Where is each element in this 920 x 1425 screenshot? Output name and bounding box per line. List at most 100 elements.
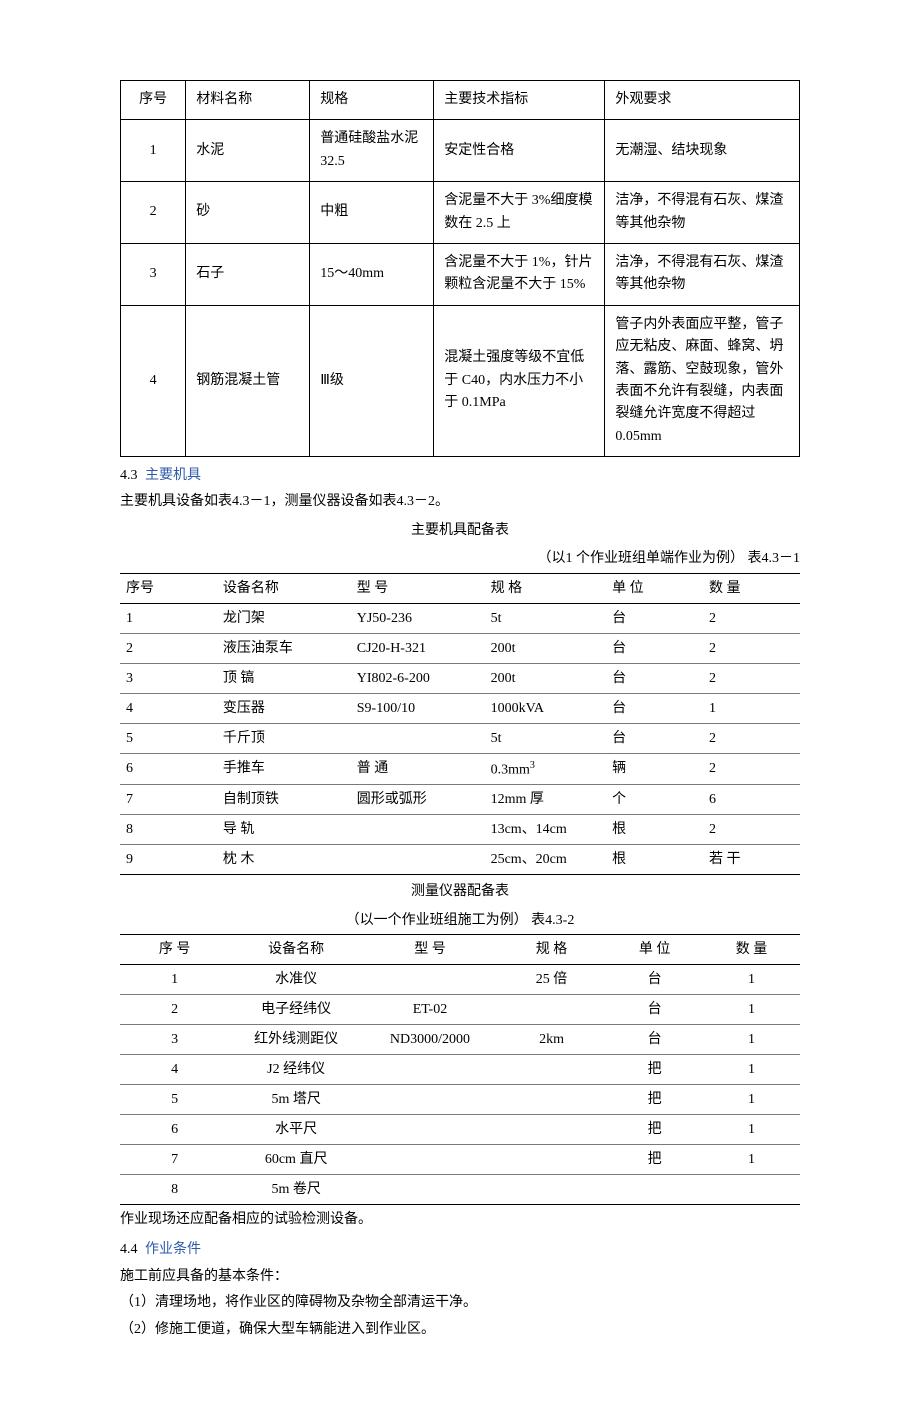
c bbox=[497, 1085, 606, 1115]
c: 台 bbox=[606, 603, 703, 633]
c: 1 bbox=[703, 693, 800, 723]
c: 2 bbox=[703, 753, 800, 785]
table-row: 6水平尺把1 bbox=[120, 1115, 800, 1145]
c: 6 bbox=[120, 1115, 229, 1145]
c: ND3000/2000 bbox=[363, 1025, 497, 1055]
section-number: 4.4 bbox=[120, 1242, 138, 1257]
table-row: 2液压油泵车CJ20-H-321200t台2 bbox=[120, 633, 800, 663]
c: 1000kVA bbox=[485, 693, 607, 723]
cell-tech: 混凝土强度等级不宜低于 C40，内水压力不小于 0.1MPa bbox=[434, 305, 605, 456]
c bbox=[351, 723, 485, 753]
cell-tech: 安定性合格 bbox=[434, 120, 605, 182]
c bbox=[497, 995, 606, 1025]
cell-idx: 1 bbox=[121, 120, 186, 182]
table-row: 3顶 镐YI802-6-200200t台2 bbox=[120, 663, 800, 693]
c: 5t bbox=[485, 603, 607, 633]
col-index: 序号 bbox=[120, 573, 217, 603]
c: 0.3mm3 bbox=[485, 753, 607, 785]
table-row: 1水准仪25 倍台1 bbox=[120, 965, 800, 995]
c bbox=[363, 1115, 497, 1145]
table-row: 55m 塔尺把1 bbox=[120, 1085, 800, 1115]
cell-name: 砂 bbox=[186, 182, 310, 244]
c: 200t bbox=[485, 663, 607, 693]
c: 2 bbox=[703, 633, 800, 663]
c: 1 bbox=[703, 1085, 800, 1115]
c: 5m 塔尺 bbox=[229, 1085, 363, 1115]
cell-appearance: 洁净，不得混有石灰、煤渣等其他杂物 bbox=[605, 243, 800, 305]
c: 手推车 bbox=[217, 753, 351, 785]
c: 台 bbox=[606, 693, 703, 723]
cell-appearance: 管子内外表面应平整，管子应无粘皮、麻面、蜂窝、坍落、露筋、空鼓现象，管外表面不允… bbox=[605, 305, 800, 456]
table-row: 7自制顶铁圆形或弧形12mm 厚个6 bbox=[120, 785, 800, 815]
table-row: 4J2 经纬仪把1 bbox=[120, 1055, 800, 1085]
c: 把 bbox=[606, 1115, 703, 1145]
section-4-4-item-2: （2）修施工便道，确保大型车辆能进入到作业区。 bbox=[120, 1319, 800, 1341]
c: 5m 卷尺 bbox=[229, 1175, 363, 1205]
cell-idx: 2 bbox=[121, 182, 186, 244]
measure-table-caption: 测量仪器配备表 bbox=[120, 881, 800, 903]
c: 若 干 bbox=[703, 845, 800, 875]
col-equip-name: 设备名称 bbox=[229, 935, 363, 965]
table-row: 3 石子 15～40mm 含泥量不大于 1%，针片颗粒含泥量不大于 15% 洁净… bbox=[121, 243, 800, 305]
col-spec: 规格 bbox=[310, 81, 434, 120]
cell-spec: 普通硅酸盐水泥 32.5 bbox=[310, 120, 434, 182]
c: 根 bbox=[606, 845, 703, 875]
c bbox=[497, 1145, 606, 1175]
equipment-table-body: 1龙门架YJ50-2365t台2 2液压油泵车CJ20-H-321200t台2 … bbox=[120, 603, 800, 875]
c bbox=[497, 1115, 606, 1145]
c: 台 bbox=[606, 663, 703, 693]
c bbox=[363, 1175, 497, 1205]
c: 13cm、14cm bbox=[485, 815, 607, 845]
section-title: 作业条件 bbox=[145, 1242, 201, 1257]
section-4-3-heading: 4.3 主要机具 bbox=[120, 465, 800, 487]
table-row: 5千斤顶5t台2 bbox=[120, 723, 800, 753]
table-row: 8导 轨13cm、14cm根2 bbox=[120, 815, 800, 845]
c: 台 bbox=[606, 965, 703, 995]
c bbox=[497, 1055, 606, 1085]
c: J2 经纬仪 bbox=[229, 1055, 363, 1085]
equip-table-caption: 主要机具配备表 bbox=[120, 520, 800, 542]
section-title: 主要机具 bbox=[145, 468, 201, 483]
col-model: 型 号 bbox=[351, 573, 485, 603]
section-4-4-intro: 施工前应具备的基本条件： bbox=[120, 1266, 800, 1288]
c: 2 bbox=[703, 663, 800, 693]
col-appearance: 外观要求 bbox=[605, 81, 800, 120]
cell-spec: 15～40mm bbox=[310, 243, 434, 305]
c: 2 bbox=[703, 603, 800, 633]
section-number: 4.3 bbox=[120, 468, 138, 483]
c: 水准仪 bbox=[229, 965, 363, 995]
c: 台 bbox=[606, 723, 703, 753]
table-row: 1龙门架YJ50-2365t台2 bbox=[120, 603, 800, 633]
c: 液压油泵车 bbox=[217, 633, 351, 663]
c: 千斤顶 bbox=[217, 723, 351, 753]
c: 枕 木 bbox=[217, 845, 351, 875]
c: 台 bbox=[606, 633, 703, 663]
c: 25 倍 bbox=[497, 965, 606, 995]
c bbox=[363, 1055, 497, 1085]
materials-table: 序号 材料名称 规格 主要技术指标 外观要求 1 水泥 普通硅酸盐水泥 32.5… bbox=[120, 80, 800, 457]
table-row: 4变压器S9-100/101000kVA台1 bbox=[120, 693, 800, 723]
cell-tech: 含泥量不大于 1%，针片颗粒含泥量不大于 15% bbox=[434, 243, 605, 305]
c: 1 bbox=[703, 1055, 800, 1085]
cell-appearance: 洁净，不得混有石灰、煤渣等其他杂物 bbox=[605, 182, 800, 244]
cell-tech: 含泥量不大于 3%细度模数在 2.5 上 bbox=[434, 182, 605, 244]
c: 1 bbox=[120, 603, 217, 633]
c: 2 bbox=[703, 723, 800, 753]
c: 6 bbox=[703, 785, 800, 815]
c: 4 bbox=[120, 693, 217, 723]
c: 9 bbox=[120, 845, 217, 875]
after-measure-note: 作业现场还应配备相应的试验检测设备。 bbox=[120, 1209, 800, 1231]
materials-table-body: 1 水泥 普通硅酸盐水泥 32.5 安定性合格 无潮湿、结块现象 2 砂 中粗 … bbox=[121, 120, 800, 457]
c: ET-02 bbox=[363, 995, 497, 1025]
equip-table-subcaption: （以1 个作业班组单端作业为例） 表4.3－1 bbox=[120, 548, 800, 570]
measurement-table: 序 号 设备名称 型 号 规 格 单 位 数 量 1水准仪25 倍台1 2电子经… bbox=[120, 934, 800, 1205]
c: CJ20-H-321 bbox=[351, 633, 485, 663]
c: 5t bbox=[485, 723, 607, 753]
c: 3 bbox=[120, 1025, 229, 1055]
c: 个 bbox=[606, 785, 703, 815]
col-equip-name: 设备名称 bbox=[217, 573, 351, 603]
table-row: 760cm 直尺把1 bbox=[120, 1145, 800, 1175]
c: 2 bbox=[703, 815, 800, 845]
c bbox=[363, 1085, 497, 1115]
c: 辆 bbox=[606, 753, 703, 785]
